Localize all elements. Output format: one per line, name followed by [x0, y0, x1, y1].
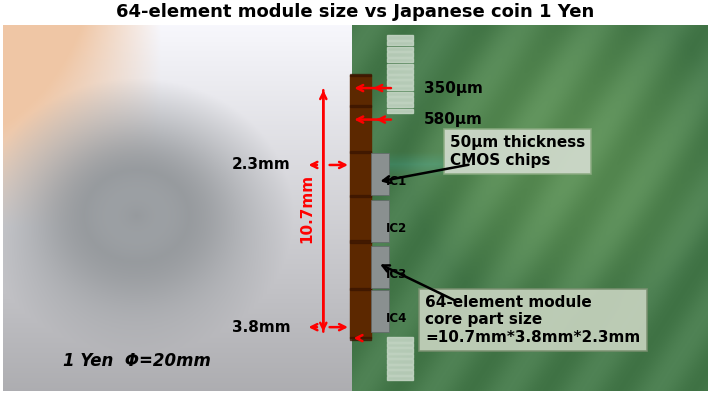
Bar	[350, 105, 371, 107]
Title: 64-element module size vs Japanese coin 1 Yen: 64-element module size vs Japanese coin …	[116, 3, 594, 21]
Text: 1 Yen  Φ=20mm: 1 Yen Φ=20mm	[62, 352, 211, 370]
Bar	[387, 75, 413, 79]
Bar	[350, 195, 371, 197]
Bar	[387, 41, 413, 45]
Bar	[371, 290, 389, 332]
Bar	[350, 74, 371, 76]
Bar	[387, 348, 413, 353]
Text: IC1: IC1	[386, 175, 408, 188]
Bar	[350, 337, 371, 340]
Bar	[387, 35, 413, 40]
Bar	[387, 376, 413, 380]
Bar	[387, 46, 413, 51]
Bar	[350, 151, 371, 153]
Bar	[387, 103, 413, 107]
Bar	[387, 343, 413, 347]
Text: 2.3mm: 2.3mm	[231, 158, 290, 173]
Bar	[387, 354, 413, 358]
Bar	[387, 337, 413, 342]
Bar	[387, 63, 413, 68]
Text: 10.7mm: 10.7mm	[300, 174, 315, 243]
Bar	[387, 58, 413, 62]
Bar	[350, 74, 371, 338]
Bar	[387, 370, 413, 375]
Text: 580μm: 580μm	[424, 112, 483, 127]
Bar	[387, 52, 413, 57]
Text: IC2: IC2	[386, 222, 408, 235]
Bar	[387, 359, 413, 364]
Bar	[371, 246, 389, 288]
Bar	[371, 153, 389, 195]
Bar	[387, 86, 413, 91]
Text: IC4: IC4	[386, 312, 408, 325]
Bar	[350, 240, 371, 243]
Bar	[387, 69, 413, 74]
Bar	[371, 200, 389, 242]
Text: IC3: IC3	[386, 268, 408, 281]
Bar	[387, 365, 413, 369]
Bar	[387, 80, 413, 85]
Text: 64-element module
core part size
=10.7mm*3.8mm*2.3mm: 64-element module core part size =10.7mm…	[425, 295, 640, 345]
Text: 50μm thickness
CMOS chips: 50μm thickness CMOS chips	[450, 135, 585, 167]
Text: 3.8mm: 3.8mm	[231, 320, 290, 335]
Bar	[350, 288, 371, 290]
Text: 350μm: 350μm	[424, 81, 483, 96]
Bar	[387, 97, 413, 102]
Bar	[387, 92, 413, 96]
Bar	[387, 109, 413, 113]
